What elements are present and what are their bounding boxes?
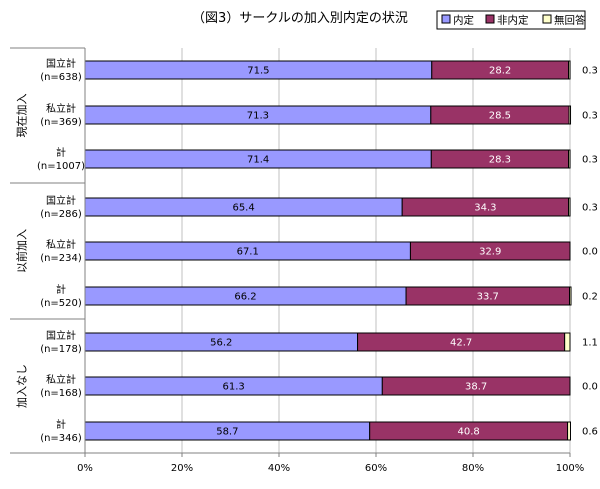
row-n-label: (n=286) (40, 209, 82, 220)
row-label: 計 (56, 283, 66, 296)
data-label: 56.2 (210, 338, 232, 349)
bar-segment (569, 286, 572, 306)
row-labels: 国立計 (n=638) 私立計 (n=369) 計 (n=1007) 国立計 (n=286) 私… (37, 57, 85, 444)
bar-segment (381, 376, 571, 396)
legend-label: 非内定 (497, 14, 529, 27)
row-n-label: (n=178) (40, 344, 82, 355)
legend-swatch (441, 14, 451, 24)
group-label: 加入なし (16, 364, 29, 408)
row-n-label: (n=234) (40, 253, 82, 264)
row-n-label: (n=346) (40, 433, 82, 444)
data-label: 67.1 (237, 247, 259, 258)
data-label-no-answer: 0.6 (582, 427, 598, 438)
row-n-label: (n=168) (40, 388, 82, 399)
bar-segment (568, 197, 571, 217)
data-label: 42.7 (450, 338, 472, 349)
group-label: 以前加入 (15, 229, 29, 273)
data-label: 28.5 (489, 111, 511, 122)
data-label: 71.4 (247, 155, 269, 166)
legend-label: 内定 (453, 14, 474, 27)
x-tick-label: 0% (77, 463, 93, 474)
data-label-no-answer: 0.3 (582, 155, 598, 166)
row-n-label: (n=520) (40, 298, 82, 309)
data-label: 34.3 (474, 203, 496, 214)
legend-swatch (542, 14, 552, 24)
data-label: 38.7 (465, 382, 487, 393)
row-label: 計 (56, 418, 66, 431)
bar-segment (567, 421, 571, 441)
data-label: 28.2 (489, 66, 511, 77)
x-tick-label: 40% (268, 463, 290, 474)
bar-segment (568, 105, 572, 125)
data-label-no-answer: 0.0 (582, 382, 598, 393)
x-tick-label: 20% (171, 463, 193, 474)
data-label-no-answer: 1.1 (582, 338, 598, 349)
data-label-no-answer: 0.3 (582, 203, 598, 214)
row-label: 国立計 (46, 329, 76, 342)
data-label-no-answer: 0.3 (582, 111, 598, 122)
bar-segment (564, 332, 571, 352)
row-label: 私立計 (46, 373, 76, 386)
x-tick-label: 80% (462, 463, 484, 474)
data-label: 71.3 (247, 111, 269, 122)
data-label: 58.7 (216, 427, 238, 438)
bar-segment (409, 241, 571, 261)
row-label: 私立計 (46, 238, 76, 251)
data-label: 65.4 (232, 203, 254, 214)
data-label: 66.2 (234, 292, 256, 303)
x-axis: 0% 20% 40% 60% 80% 100% (77, 48, 584, 474)
data-label-no-answer: 0.3 (582, 66, 598, 77)
bar-segment (568, 60, 571, 80)
data-label: 61.3 (223, 382, 245, 393)
row-n-label: (n=1007) (37, 161, 85, 172)
row-n-label: (n=638) (40, 72, 82, 83)
bars: 71.5 28.2 0.3 71.3 28.5 0.3 71.4 28.3 0.3 65.4 34.… (84, 60, 598, 441)
row-label: 私立計 (46, 102, 76, 115)
data-label-no-answer: 0.2 (582, 292, 598, 303)
data-label: 40.8 (458, 427, 480, 438)
x-tick-label: 60% (365, 463, 387, 474)
data-label: 71.5 (247, 66, 269, 77)
row-label: 国立計 (46, 194, 76, 207)
row-label: 計 (56, 146, 66, 159)
chart-title: （図3）サークルの加入別内定の状況 (192, 10, 408, 26)
data-label: 32.9 (479, 247, 501, 258)
legend: 内定 非内定 無回答 (436, 10, 586, 30)
group-label: 現在加入 (16, 94, 29, 138)
row-label: 国立計 (46, 57, 76, 70)
data-label-no-answer: 0.0 (582, 247, 598, 258)
legend-label: 無回答 (554, 14, 586, 27)
data-label: 28.3 (489, 155, 511, 166)
row-n-label: (n=369) (40, 117, 82, 128)
bar-segment (568, 149, 571, 169)
x-tick-label: 100% (556, 463, 585, 474)
legend-swatch (485, 14, 495, 24)
data-label: 33.7 (477, 292, 499, 303)
